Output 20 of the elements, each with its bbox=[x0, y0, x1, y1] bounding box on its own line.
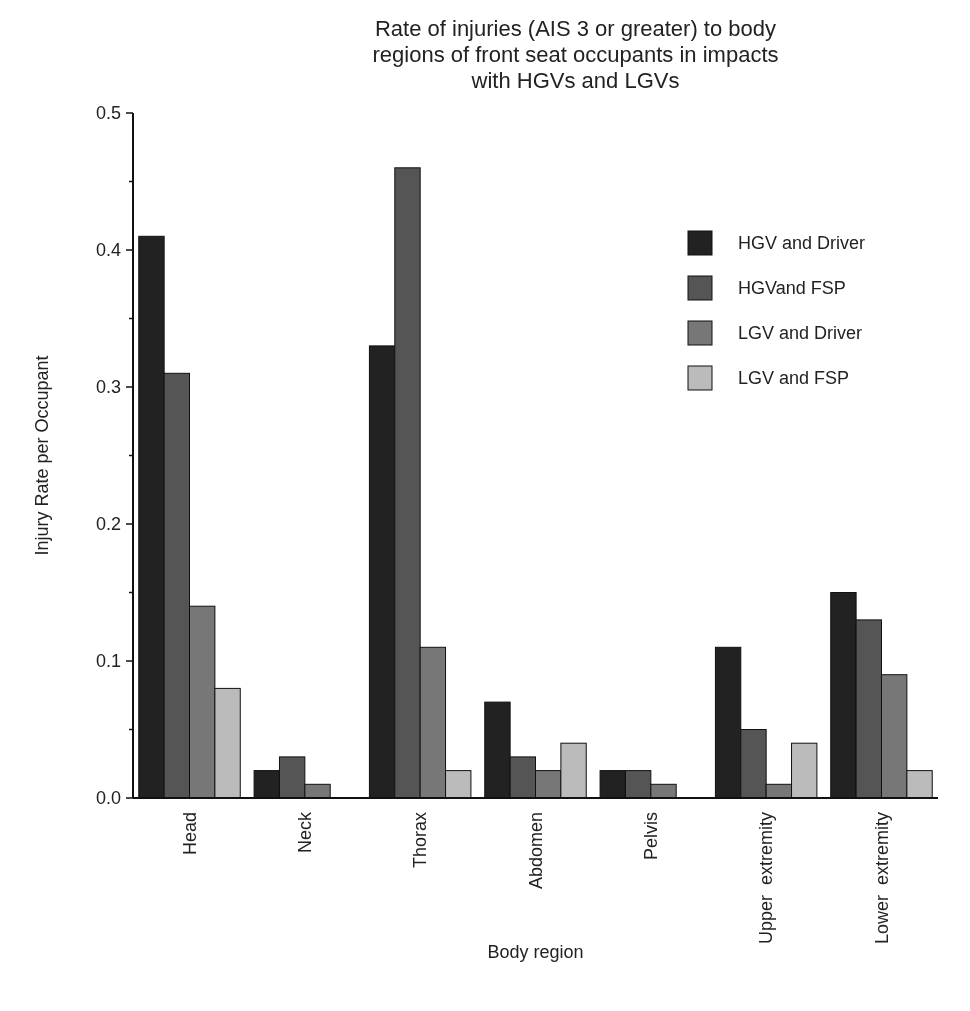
x-tick-label: Pelvis bbox=[641, 812, 662, 861]
x-tick-label: Abdomen bbox=[525, 812, 546, 890]
x-tick-label: Head bbox=[179, 812, 200, 856]
legend-label: HGV and Driver bbox=[738, 233, 866, 254]
x-axis-title: Body region bbox=[487, 942, 584, 962]
legend-label: LGV and FSP bbox=[738, 368, 850, 389]
chart-title: Rate of injuries (AIS 3 or greater) to body regions of front seat occupants in impacts with HGVs and LGVs bbox=[372, 16, 779, 93]
y-tick-label: 0.2 bbox=[95, 514, 121, 535]
y-tick-label: 0.0 bbox=[95, 788, 121, 809]
y-tick-label: 0.3 bbox=[95, 377, 121, 398]
x-tick-label: Lower extremity bbox=[871, 812, 892, 945]
legend-label: LGV and Driver bbox=[738, 323, 863, 344]
x-tick-label: Upper extremity bbox=[756, 812, 777, 945]
x-tick-label: Thorax bbox=[410, 812, 431, 869]
y-tick-label: 0.4 bbox=[95, 240, 121, 261]
x-tick-label: Neck bbox=[295, 811, 316, 854]
y-axis-title: Injury Rate per Occupant bbox=[32, 355, 52, 556]
y-tick-label: 0.5 bbox=[95, 103, 121, 124]
legend-label: HGVand FSP bbox=[738, 278, 846, 299]
y-tick-label: 0.1 bbox=[95, 651, 121, 672]
